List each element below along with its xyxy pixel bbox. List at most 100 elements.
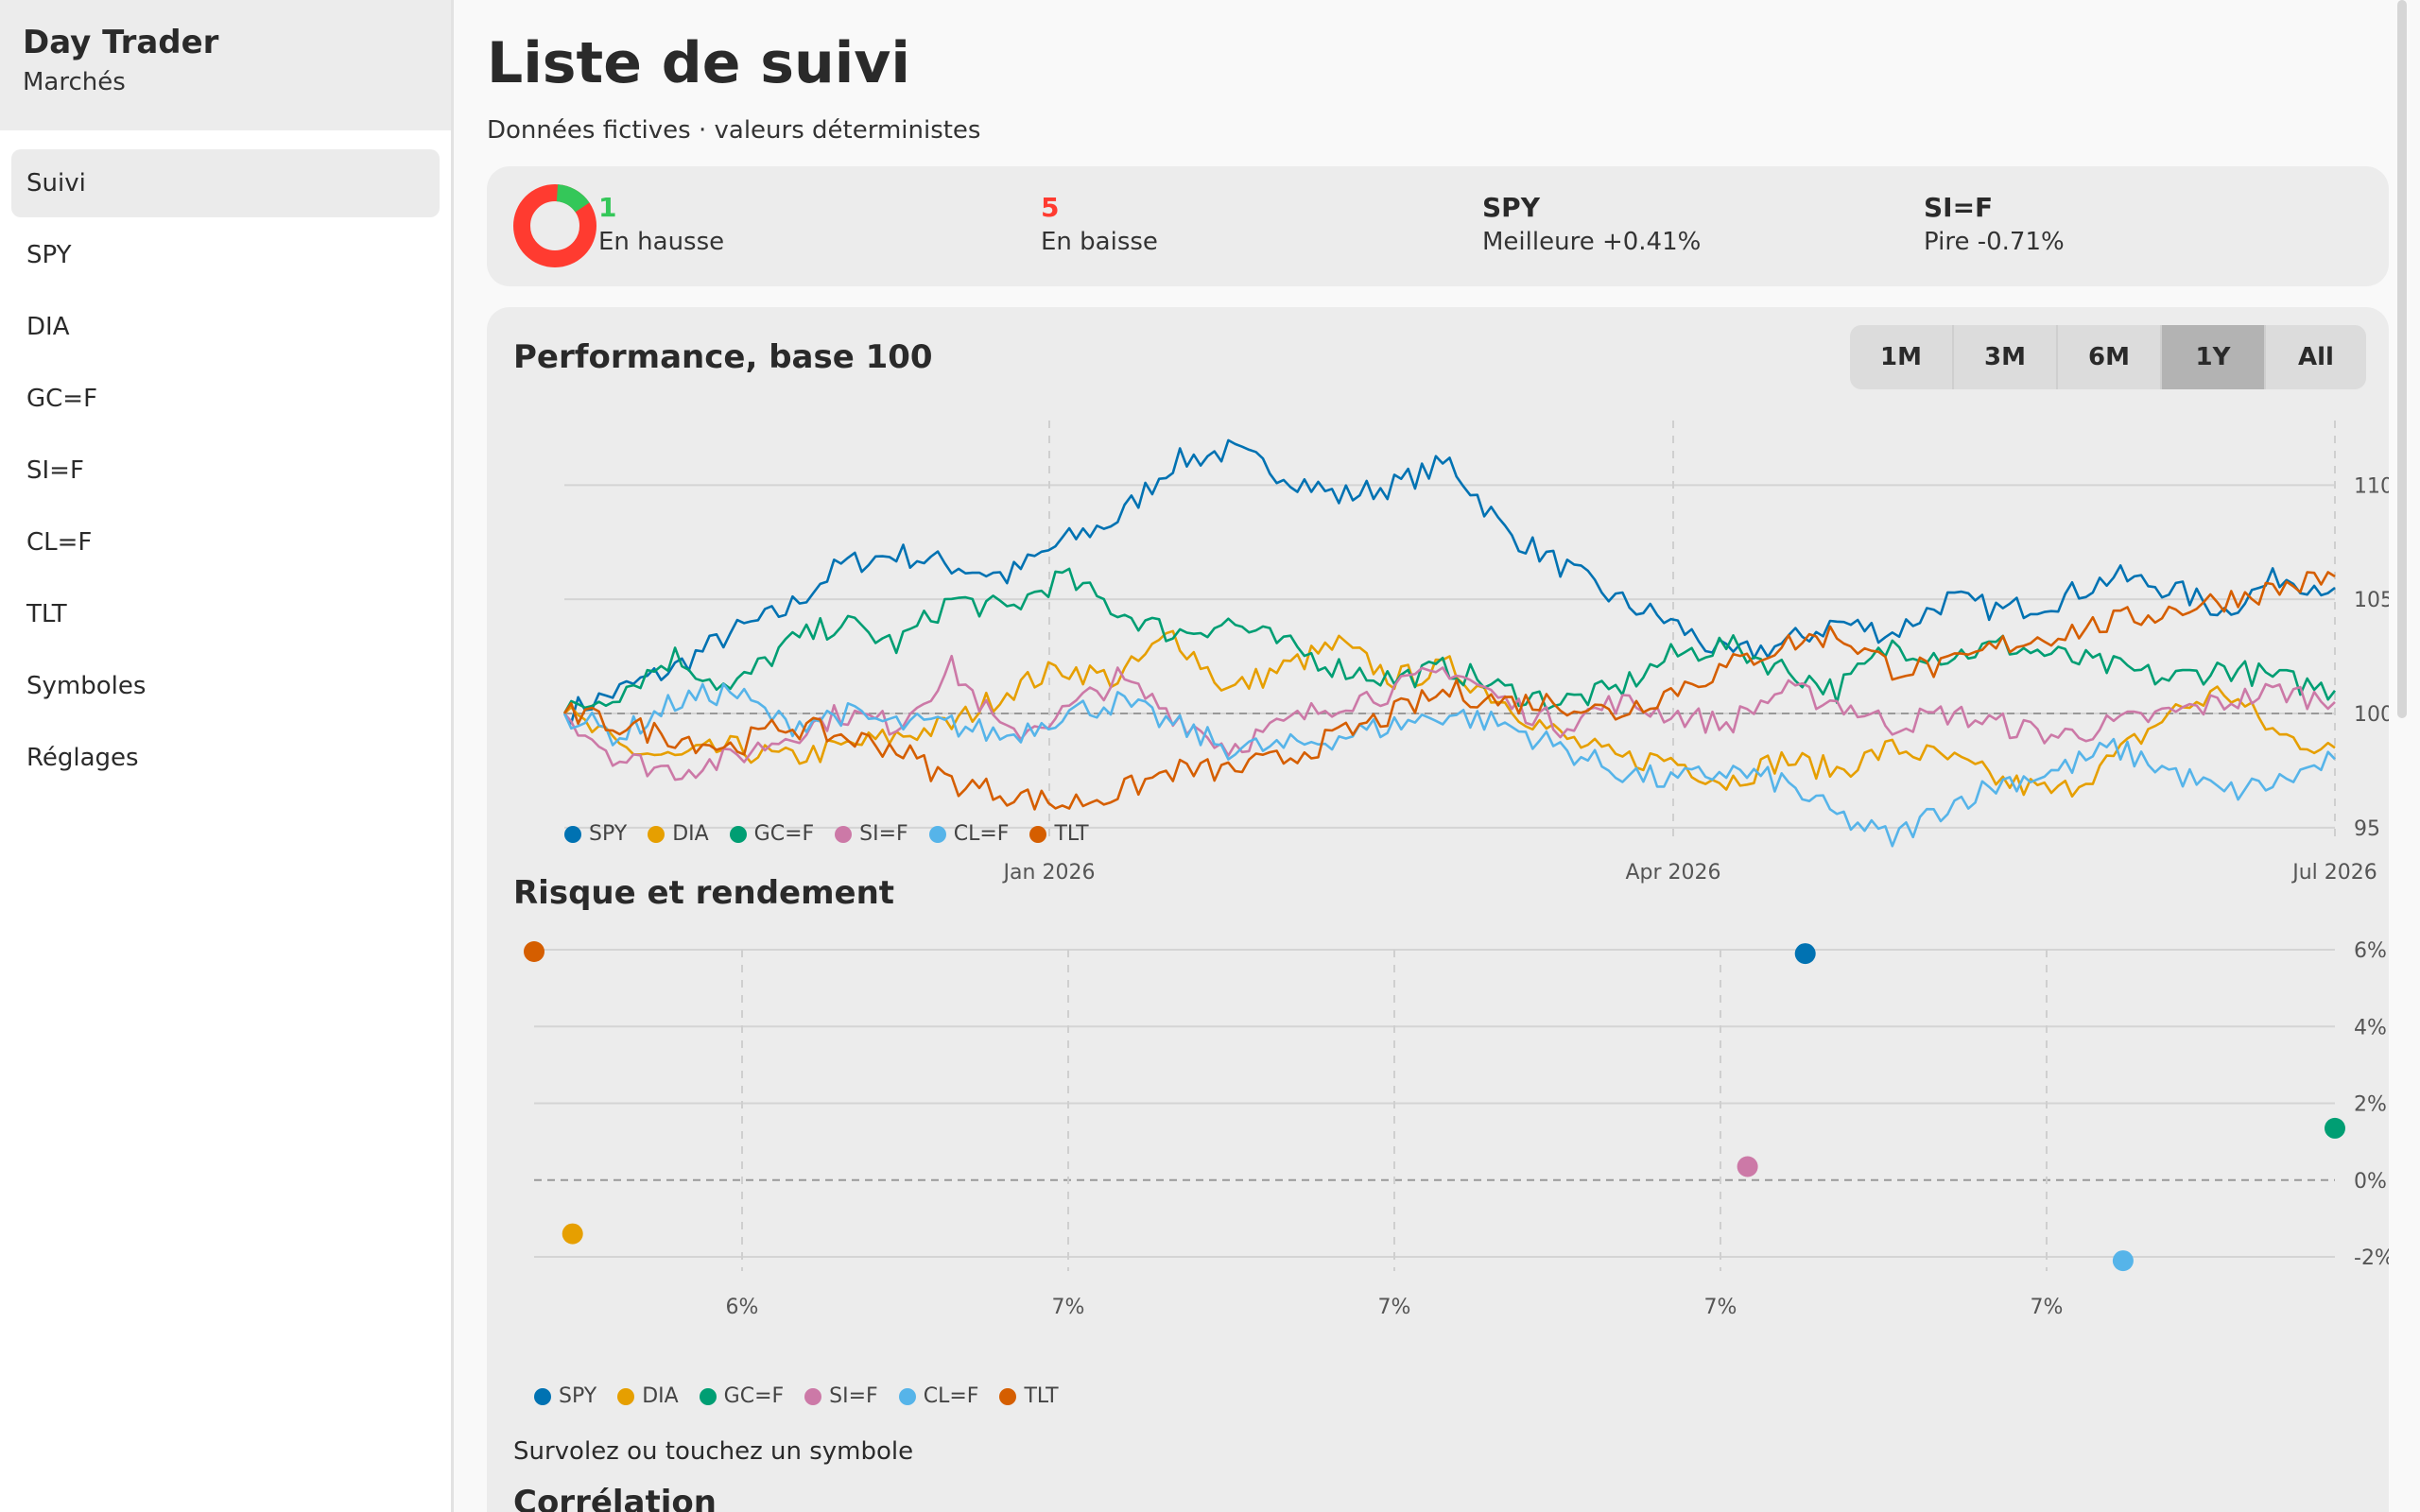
perf-legend-item[interactable]: SPY (564, 822, 627, 846)
legend-label: SPY (589, 822, 628, 846)
summary-down: 5 En baisse (1041, 191, 1158, 259)
sidebar-item-si-f[interactable]: SI=F (26, 456, 84, 485)
risk-legend-item[interactable]: SPY (534, 1384, 596, 1408)
sidebar-item-symboles[interactable]: Symboles (26, 672, 147, 700)
range-6m-button[interactable]: 6M (2058, 325, 2162, 389)
risk-point-tlt[interactable] (524, 941, 544, 962)
down-count: 5 (1041, 192, 1060, 223)
legend-label: GC=F (753, 822, 815, 846)
performance-legend: SPY DIA GC=F SI=F CL=F TLT (564, 822, 1089, 846)
perf-series-line-si-f (563, 654, 2336, 782)
legend-label: TLT (1024, 1384, 1059, 1408)
legend-label: DIA (672, 822, 709, 846)
perf-series-line-gc-f (562, 567, 2337, 714)
performance-title: Performance, base 100 (513, 338, 933, 376)
sidebar-item-reglages[interactable]: Réglages (26, 744, 139, 772)
page-title: Liste de suivi (487, 30, 910, 96)
perf-legend-item[interactable]: TLT (1029, 822, 1089, 846)
perf-y-tick-label: 105 (2354, 589, 2389, 612)
legend-dot-icon (804, 1387, 822, 1405)
perf-legend-item[interactable]: CL=F (928, 822, 1009, 846)
sidebar-item-spy[interactable]: SPY (26, 241, 72, 269)
perf-x-tick-label: Apr 2026 (1625, 861, 1720, 885)
perf-legend-item[interactable]: DIA (648, 822, 709, 846)
perf-series-line-cl-f (562, 682, 2336, 848)
up-count: 1 (598, 192, 617, 223)
donut-down-segment (513, 184, 596, 267)
correlation-title: Corrélation (513, 1484, 717, 1512)
risk-y-tick-label: 6% (2354, 939, 2387, 963)
best-symbol: SPY (1482, 192, 1540, 223)
legend-dot-icon (835, 825, 853, 843)
perf-y-tick-label: 110 (2354, 474, 2389, 498)
risk-y-tick-label: 2% (2354, 1093, 2387, 1117)
perf-series-line-tlt (562, 571, 2336, 811)
risk-point-si-f[interactable] (1737, 1156, 1758, 1177)
page-subtitle: Données fictives · valeurs déterministes (487, 116, 981, 145)
app-name: Day Trader (23, 24, 219, 61)
scrollbar[interactable] (2397, 0, 2407, 718)
best-label: Meilleure +0.41% (1482, 228, 1702, 256)
app-section: Marchés (23, 68, 126, 96)
risk-legend-item[interactable]: SI=F (804, 1384, 878, 1408)
summary-card: 1 En hausse 5 En baisse SPY Meilleure +0… (487, 166, 2389, 286)
perf-y-tick-label: 100 (2354, 703, 2389, 727)
sidebar-nav: Suivi SPY DIA GC=F SI=F CL=F TLT Symbole… (0, 130, 451, 815)
main-content: Liste de suivi Données fictives · valeur… (457, 0, 2407, 1512)
summary-best: SPY Meilleure +0.41% (1482, 191, 1701, 259)
risk-legend-item[interactable]: DIA (617, 1384, 679, 1408)
perf-legend-item[interactable]: SI=F (835, 822, 908, 846)
risk-legend-item[interactable]: CL=F (898, 1384, 979, 1408)
sidebar-item-gc-f[interactable]: GC=F (26, 385, 98, 413)
legend-dot-icon (898, 1387, 916, 1405)
perf-legend-item[interactable]: GC=F (729, 822, 815, 846)
risk-point-cl-f[interactable] (2112, 1250, 2134, 1272)
summary-up: 1 En hausse (598, 191, 724, 259)
sidebar-item-dia[interactable]: DIA (26, 313, 70, 341)
legend-dot-icon (999, 1387, 1017, 1405)
legend-label: GC=F (723, 1384, 785, 1408)
risk-legend-item[interactable]: TLT (999, 1384, 1059, 1408)
risk-point-gc-f[interactable] (2325, 1117, 2345, 1139)
range-all-button[interactable]: All (2298, 343, 2334, 371)
legend-dot-icon (1029, 825, 1047, 843)
sidebar: Day Trader Marchés Suivi SPY DIA GC=F SI… (0, 0, 454, 1512)
range-selector: 1M 3M 6M 1Y All (1850, 325, 2366, 389)
legend-label: CL=F (923, 1384, 979, 1408)
risk-point-dia[interactable] (562, 1223, 583, 1245)
sidebar-item-cl-f[interactable]: CL=F (26, 528, 93, 557)
worst-symbol: SI=F (1924, 192, 1994, 223)
hover-hint: Survolez ou touchez un symbole (513, 1437, 914, 1466)
legend-dot-icon (928, 825, 946, 843)
summary-worst: SI=F Pire -0.71% (1924, 191, 2065, 259)
risk-legend-item[interactable]: GC=F (699, 1384, 785, 1408)
risk-x-tick-label: 7% (1052, 1296, 1085, 1319)
risk-point-spy[interactable] (1794, 943, 1816, 965)
range-1y-button[interactable]: 1Y (2162, 325, 2266, 389)
range-3m-button[interactable]: 3M (1954, 325, 2058, 389)
perf-x-tick-label: Jan 2026 (1002, 861, 1096, 885)
risk-x-tick-label: 6% (726, 1296, 759, 1319)
performance-chart[interactable]: 110 105 100 95 Jan 2026 Apr 2026 Jul 2026 (487, 402, 2389, 931)
perf-series-line-spy (562, 438, 2336, 725)
legend-dot-icon (534, 1387, 551, 1405)
risk-x-tick-label: 7% (1378, 1296, 1411, 1319)
legend-dot-icon (729, 825, 747, 843)
risk-y-tick-label: 4% (2354, 1016, 2387, 1040)
risk-return-chart[interactable]: 6% 4% 2% 0% -2% 6% 7% 7% 7% 7% (487, 921, 2389, 1394)
sidebar-item-suivi[interactable]: Suivi (11, 149, 440, 217)
legend-dot-icon (617, 1387, 635, 1405)
sidebar-item-tlt[interactable]: TLT (26, 600, 67, 628)
legend-dot-icon (699, 1387, 717, 1405)
risk-legend: SPY DIA GC=F SI=F CL=F TLT (534, 1384, 1059, 1408)
up-down-donut-icon (513, 184, 596, 267)
range-1m-button[interactable]: 1M (1850, 325, 1954, 389)
legend-dot-icon (564, 825, 581, 843)
risk-y-tick-label: -2% (2354, 1246, 2389, 1270)
up-label: En hausse (598, 228, 725, 256)
legend-label: DIA (642, 1384, 679, 1408)
perf-series-line-dia (563, 629, 2336, 799)
risk-title: Risque et rendement (513, 874, 895, 912)
charts-card: Performance, base 100 1M 3M 6M 1Y All 11… (487, 307, 2389, 1512)
